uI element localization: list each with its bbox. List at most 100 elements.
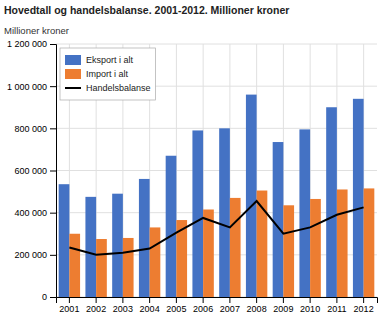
legend: Eksport i alt Import i alt Handelsbalanse	[60, 48, 156, 100]
bar	[96, 239, 107, 297]
tick-mark	[122, 297, 123, 303]
tick-mark	[50, 128, 56, 129]
title: Hovedtall og handelsbalanse. 2001-2012. …	[4, 4, 289, 16]
tick-mark	[50, 171, 56, 172]
tick-mark	[363, 297, 364, 303]
grid-line-y	[56, 44, 377, 45]
tick: 2002	[86, 297, 106, 314]
tick-label: 2008	[247, 304, 267, 314]
grid	[56, 44, 377, 297]
bar	[123, 238, 134, 297]
tick-label: 2010	[300, 304, 320, 314]
tick-label: 0	[42, 292, 47, 302]
bar	[192, 130, 203, 297]
tick-mark	[50, 297, 56, 298]
tick: 2008	[247, 297, 267, 314]
legend-swatch	[65, 69, 81, 79]
tick-mark	[176, 297, 177, 303]
tick-mark	[96, 297, 97, 303]
bar	[230, 198, 241, 297]
tick-mark	[149, 297, 150, 303]
bar	[219, 128, 230, 297]
bar	[69, 234, 80, 297]
bar	[364, 188, 375, 297]
tick-mark	[256, 297, 257, 303]
legend-swatch	[65, 87, 81, 89]
bar-series	[59, 95, 364, 297]
tick: 400 000	[14, 208, 56, 218]
tick-label: 2009	[273, 304, 293, 314]
tick: 600 000	[14, 166, 56, 176]
tick: 2011	[327, 297, 346, 314]
plot: 0 200 000 400 000 600 000 800 000 1 000 000 1 …	[7, 39, 378, 314]
line	[69, 201, 363, 255]
legend-frame	[60, 48, 156, 100]
y-axis: 0 200 000 400 000 600 000 800 000 1 000 000 1 …	[7, 39, 57, 302]
tick-label: 2012	[354, 304, 374, 314]
bar-series	[69, 188, 374, 297]
bar	[299, 129, 310, 297]
legend-label: Eksport i alt	[86, 55, 134, 65]
tick-label: 2007	[220, 304, 240, 314]
tick-mark	[50, 86, 56, 87]
tick-label: 1 200 000	[7, 39, 47, 49]
chart: Hovedtall og handelsbalanse. 2001-2012. …	[0, 0, 389, 321]
tick-mark	[50, 255, 56, 256]
bar	[353, 99, 364, 297]
tick-mark	[283, 297, 284, 303]
tick-label: 2004	[140, 304, 160, 314]
bar	[283, 205, 294, 297]
bar	[139, 179, 150, 297]
tick: 1 000 000	[7, 82, 56, 92]
tick-label: 400 000	[14, 208, 47, 218]
tick-label: 2006	[193, 304, 213, 314]
tick-label: 200 000	[14, 250, 47, 260]
bar	[246, 95, 257, 297]
bar	[150, 227, 161, 297]
tick-label: 2003	[113, 304, 133, 314]
tick-mark	[50, 213, 56, 214]
bar	[273, 142, 284, 297]
tick-mark	[69, 297, 70, 303]
tick-mark	[336, 297, 337, 303]
tick: 0	[42, 292, 56, 302]
tick: 800 000	[14, 124, 56, 134]
tick: 2001	[59, 297, 79, 314]
legend-label: Handelsbalanse	[86, 83, 151, 93]
tick-mark	[310, 297, 311, 303]
legend-swatch	[65, 55, 81, 65]
tick: 2007	[220, 297, 240, 314]
tick-label: 1 000 000	[7, 82, 47, 92]
bar	[59, 184, 70, 297]
axis-line	[57, 298, 378, 304]
y-axis-label: Millioner kroner	[4, 25, 69, 36]
bar	[337, 189, 348, 297]
tick-mark	[229, 297, 230, 303]
tick: 200 000	[14, 250, 56, 260]
tick-mark	[50, 44, 56, 45]
legend-label: Import i alt	[86, 69, 129, 79]
tick: 2006	[193, 297, 213, 314]
bar	[85, 197, 96, 297]
chart-container: Hovedtall og handelsbalanse. 2001-2012. …	[0, 0, 389, 321]
marks	[59, 95, 375, 297]
bar	[326, 107, 337, 297]
bar	[203, 210, 214, 297]
tick: 2010	[300, 297, 320, 314]
tick-mark	[203, 297, 204, 303]
tick-label: 2001	[59, 304, 79, 314]
tick: 2012	[354, 297, 374, 314]
tick: 2005	[166, 297, 186, 314]
bar	[112, 194, 123, 297]
tick-label: 2005	[166, 304, 186, 314]
tick-label: 2002	[86, 304, 106, 314]
tick-label: 800 000	[14, 124, 47, 134]
bar	[166, 156, 177, 297]
tick: 2009	[273, 297, 293, 314]
tick: 1 200 000	[7, 39, 56, 49]
tick-label: 2011	[327, 304, 346, 314]
axis-line	[50, 45, 57, 298]
tick: 2003	[113, 297, 133, 314]
tick-label: 600 000	[14, 166, 47, 176]
x-axis: 2001 2002 2003 2004 2005 2006 2007 2008 2009 2010…	[57, 297, 378, 314]
